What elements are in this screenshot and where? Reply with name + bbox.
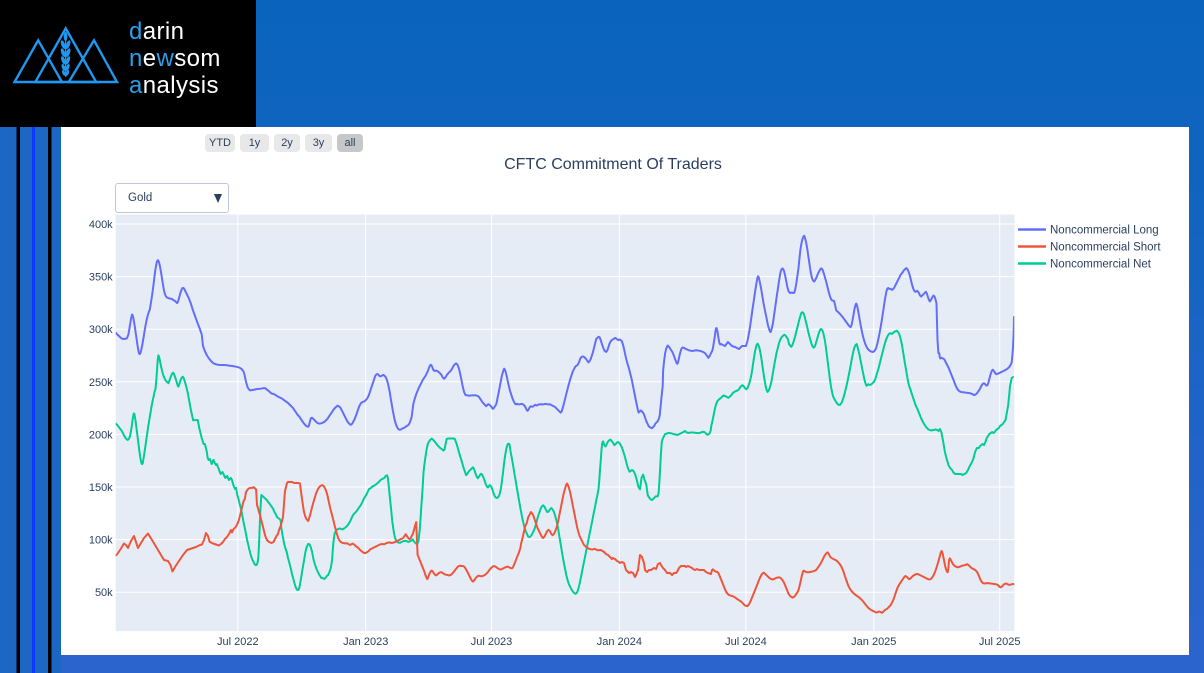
svg-text:Jul 2022: Jul 2022 [217, 636, 259, 648]
svg-text:100k: 100k [89, 535, 113, 547]
svg-text:200k: 200k [89, 429, 113, 441]
svg-text:Noncommercial Net: Noncommercial Net [1050, 259, 1152, 271]
svg-text:50k: 50k [95, 587, 113, 599]
svg-text:300k: 300k [89, 324, 113, 336]
svg-text:350k: 350k [89, 272, 113, 284]
svg-text:150k: 150k [89, 482, 113, 494]
svg-text:400k: 400k [89, 219, 113, 231]
svg-text:Jan 2023: Jan 2023 [343, 636, 388, 648]
svg-text:250k: 250k [89, 377, 113, 389]
svg-text:Noncommercial Short: Noncommercial Short [1050, 242, 1161, 254]
svg-text:Jul 2025: Jul 2025 [979, 636, 1021, 648]
svg-text:CFTC Commitment Of Traders: CFTC Commitment Of Traders [504, 156, 722, 173]
svg-text:Jul 2023: Jul 2023 [471, 636, 513, 648]
svg-text:Jan 2024: Jan 2024 [597, 636, 642, 648]
svg-text:Jul 2024: Jul 2024 [725, 636, 767, 648]
svg-text:Noncommercial Long: Noncommercial Long [1050, 225, 1159, 237]
svg-text:Jan 2025: Jan 2025 [851, 636, 896, 648]
